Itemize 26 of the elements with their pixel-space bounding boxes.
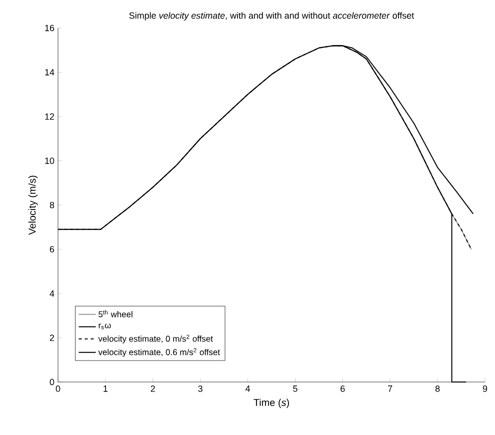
x-tick-label: 7	[388, 386, 392, 392]
x-tick-label: 3	[198, 386, 202, 392]
legend-label: velocity estimate, 0 m/s$^{2}$ offset	[98, 334, 213, 344]
chart-title: Simple velocity estimate, with and with and without accelerometer offset	[129, 12, 414, 20]
y-tick-label: 6	[50, 246, 54, 252]
y-axis-title: Velocity (m/s)	[28, 176, 38, 235]
legend-label: 5$^{th}$ wheel	[98, 310, 132, 318]
y-tick-label: 8	[50, 202, 54, 208]
y-tick-label: 12	[45, 113, 54, 120]
y-tick-label: 16	[45, 24, 54, 32]
x-tick-label: 8	[435, 386, 440, 392]
y-tick-label: 4	[50, 290, 54, 297]
y-tick-label: 14	[45, 69, 54, 76]
x-axis-title: Time (s)	[254, 398, 289, 408]
x-tick-label: 9	[482, 386, 488, 392]
x-tick-label: 6	[340, 386, 345, 392]
y-tick-label: 2	[50, 334, 54, 341]
y-tick-label: 0	[50, 378, 54, 386]
legend-label: velocity estimate, 0.6 m/s$^{2}$ offset	[98, 348, 220, 357]
y-tick-label: 10	[45, 158, 54, 164]
x-tick-label: 2	[150, 386, 155, 392]
x-tick-label: 4	[245, 386, 250, 392]
x-tick-label: 0	[56, 386, 60, 392]
x-tick-label: 1	[104, 386, 108, 392]
x-tick-label: 5	[293, 386, 298, 392]
legend-label: r$_{s}$ω	[98, 324, 111, 330]
